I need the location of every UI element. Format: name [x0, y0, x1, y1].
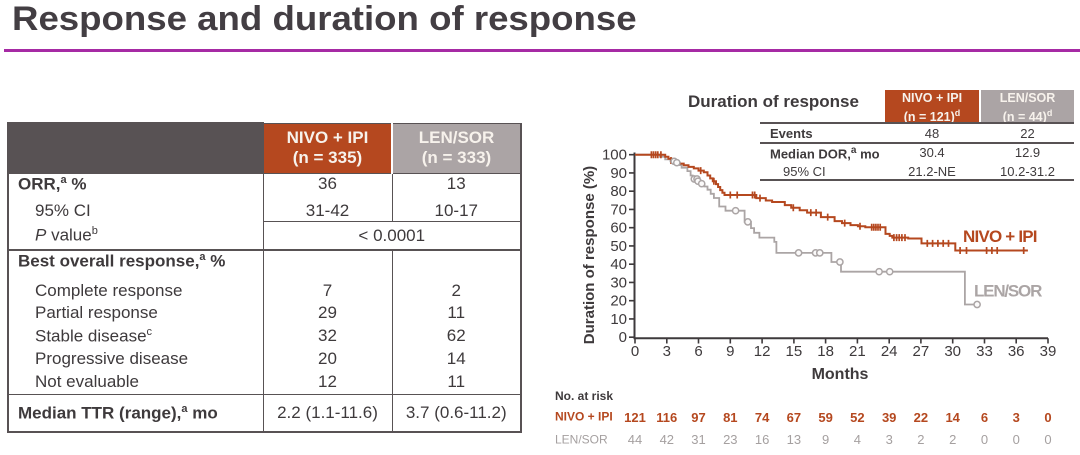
svg-text:15: 15	[786, 343, 803, 360]
svg-text:60: 60	[610, 220, 627, 237]
svg-text:44: 44	[628, 432, 642, 447]
svg-text:3: 3	[886, 432, 893, 447]
svg-text:21: 21	[849, 343, 866, 360]
svg-text:0: 0	[981, 432, 988, 447]
svg-text:70: 70	[610, 201, 627, 218]
svg-text:52: 52	[850, 410, 864, 425]
svg-text:97: 97	[691, 410, 705, 425]
svg-text:12: 12	[754, 343, 771, 360]
svg-text:121: 121	[624, 410, 646, 425]
svg-text:80: 80	[610, 183, 627, 200]
svg-text:2: 2	[949, 432, 956, 447]
svg-text:Months: Months	[812, 366, 869, 383]
svg-text:0: 0	[1044, 410, 1051, 425]
svg-text:4: 4	[854, 432, 861, 447]
svg-text:74: 74	[755, 410, 770, 425]
svg-text:0: 0	[631, 343, 639, 360]
svg-text:36: 36	[1008, 343, 1025, 360]
svg-text:18: 18	[817, 343, 834, 360]
svg-text:27: 27	[913, 343, 930, 360]
svg-text:42: 42	[660, 432, 674, 447]
svg-text:31: 31	[691, 432, 705, 447]
svg-text:6: 6	[694, 343, 702, 360]
svg-text:NIVO + IPI: NIVO + IPI	[963, 227, 1037, 246]
svg-text:24: 24	[881, 343, 898, 360]
svg-text:59: 59	[818, 410, 832, 425]
svg-text:90: 90	[610, 165, 627, 182]
svg-text:39: 39	[1040, 343, 1057, 360]
svg-text:LEN/SOR: LEN/SOR	[555, 433, 608, 447]
svg-text:0: 0	[1044, 432, 1051, 447]
svg-text:NIVO + IPI: NIVO + IPI	[555, 410, 613, 424]
svg-text:13: 13	[787, 432, 801, 447]
svg-text:14: 14	[945, 410, 960, 425]
svg-text:16: 16	[755, 432, 769, 447]
svg-text:22: 22	[914, 410, 928, 425]
svg-text:40: 40	[610, 256, 627, 273]
svg-text:39: 39	[882, 410, 896, 425]
svg-text:50: 50	[610, 238, 627, 255]
svg-text:23: 23	[723, 432, 737, 447]
svg-text:0: 0	[619, 329, 627, 346]
svg-text:20: 20	[610, 293, 627, 310]
svg-text:100: 100	[602, 147, 627, 164]
svg-text:30: 30	[944, 343, 961, 360]
svg-text:2: 2	[917, 432, 924, 447]
svg-text:10: 10	[610, 311, 627, 328]
svg-text:33: 33	[976, 343, 993, 360]
svg-text:9: 9	[822, 432, 829, 447]
svg-text:67: 67	[787, 410, 801, 425]
svg-text:0: 0	[1013, 432, 1020, 447]
svg-text:81: 81	[723, 410, 737, 425]
svg-text:LEN/SOR: LEN/SOR	[974, 282, 1042, 301]
svg-text:9: 9	[726, 343, 734, 360]
svg-text:30: 30	[610, 274, 627, 291]
svg-text:No. at risk: No. at risk	[555, 389, 613, 403]
svg-text:6: 6	[981, 410, 988, 425]
svg-text:3: 3	[663, 343, 671, 360]
svg-text:Duration of response (%): Duration of response (%)	[581, 166, 598, 344]
svg-text:3: 3	[1013, 410, 1020, 425]
svg-text:116: 116	[656, 410, 677, 425]
